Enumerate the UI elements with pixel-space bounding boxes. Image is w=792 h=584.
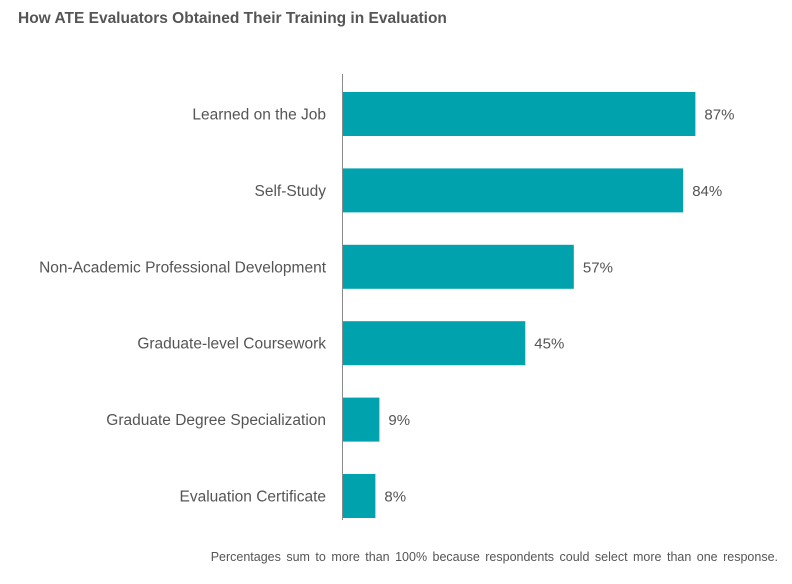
bar-3	[343, 321, 526, 366]
value-label-2: 57%	[583, 259, 613, 276]
value-label-4: 9%	[388, 412, 410, 429]
value-label-3: 45%	[534, 336, 564, 353]
value-label-1: 84%	[692, 183, 722, 200]
chart-title: How ATE Evaluators Obtained Their Traini…	[18, 10, 447, 27]
category-label-4: Graduate Degree Specialization	[106, 412, 326, 429]
category-label-0: Learned on the Job	[192, 107, 326, 124]
value-label-5: 8%	[384, 489, 406, 506]
bar-5	[343, 474, 376, 518]
bars-layer: Learned on the Job 87% Self-Study 84% Non-Ac…	[39, 92, 734, 518]
category-label-2: Non-Academic Professional Development	[39, 259, 327, 276]
category-label-5: Evaluation Certificate	[180, 489, 326, 506]
bar-1	[343, 168, 684, 213]
bar-2	[343, 244, 574, 289]
category-label-1: Self-Study	[254, 183, 326, 200]
value-label-0: 87%	[704, 107, 734, 124]
chart-footnote: Percentages sum to more than 100% becaus…	[210, 550, 778, 564]
bar-4	[343, 397, 380, 442]
category-label-3: Graduate-level Coursework	[137, 336, 326, 353]
bar-0	[343, 92, 696, 136]
